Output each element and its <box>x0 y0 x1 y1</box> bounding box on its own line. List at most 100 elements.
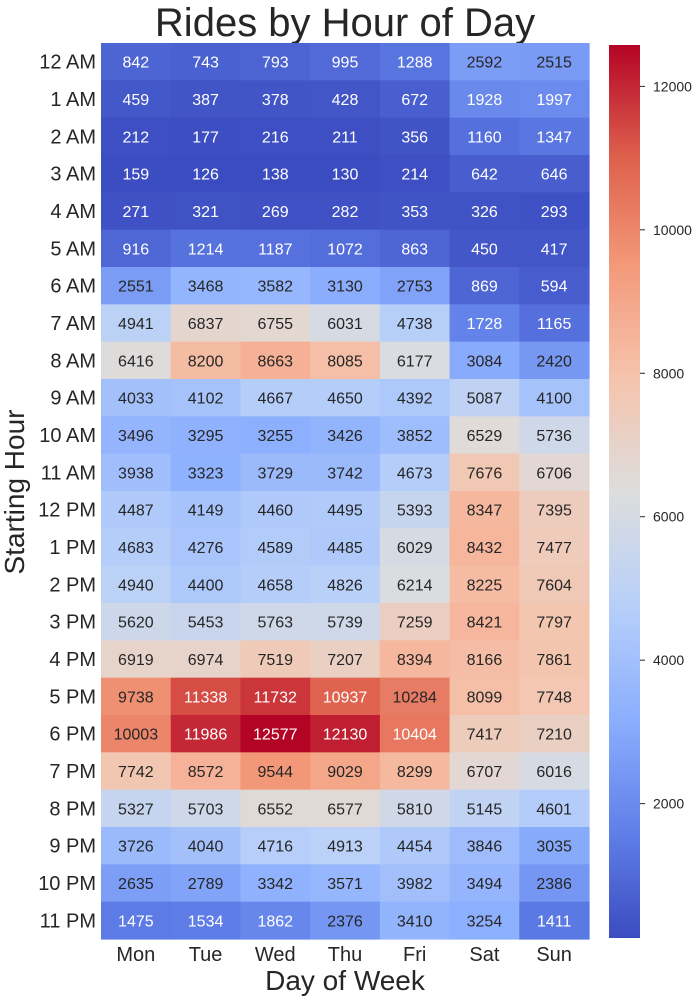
cell-value-label: 2789 <box>188 876 224 893</box>
cell-value-label: 4495 <box>327 503 363 520</box>
cell-value-label: 4738 <box>397 316 433 333</box>
heatmap-cell <box>170 416 242 455</box>
cell-value-label: 211 <box>332 129 358 146</box>
cell-value-label: 417 <box>541 241 568 258</box>
y-tick-label: 9 AM <box>50 388 96 410</box>
heatmap-cell <box>240 827 311 865</box>
heatmap-cell <box>170 491 242 529</box>
heatmap-cell <box>449 901 520 940</box>
heatmap-cell <box>379 715 451 753</box>
heatmap-cell <box>379 267 451 305</box>
heatmap-cell <box>449 43 520 81</box>
heatmap-cell <box>379 901 451 940</box>
cell-value-label: 126 <box>192 167 219 184</box>
cell-value-label: 2753 <box>397 279 433 296</box>
heatmap-cell <box>379 565 451 604</box>
cell-value-label: 3982 <box>397 876 433 893</box>
heatmap-cell <box>379 80 451 119</box>
cell-value-label: 3342 <box>257 876 293 893</box>
cell-value-label: 6974 <box>188 652 224 669</box>
cell-value-label: 8572 <box>188 764 224 781</box>
cell-value-label: 9544 <box>257 764 293 781</box>
heatmap-cell <box>170 155 242 193</box>
cell-value-label: 3742 <box>327 465 363 482</box>
cell-value-label: 3938 <box>118 465 154 482</box>
heatmap-cell <box>519 640 590 679</box>
cell-value-label: 10284 <box>392 689 437 706</box>
heatmap-cell <box>170 80 242 119</box>
cell-value-label: 1347 <box>536 129 572 146</box>
cell-value-label: 138 <box>262 167 289 184</box>
heatmap-cell <box>519 453 590 492</box>
heatmap-cell <box>240 155 311 193</box>
cell-value-label: 995 <box>332 55 359 72</box>
cell-value-label: 1928 <box>467 92 503 109</box>
colorbar-tick-label: 2000 <box>653 796 684 812</box>
heatmap-cell <box>101 43 172 81</box>
colorbar-gradient <box>609 45 640 938</box>
heatmap-cell <box>519 752 590 791</box>
heatmap-cell <box>240 416 311 455</box>
heatmap-cell <box>379 304 451 343</box>
cell-value-label: 4392 <box>397 391 433 408</box>
cell-value-label: 8347 <box>467 503 503 520</box>
y-tick-label: 2 AM <box>50 126 96 148</box>
heatmap-cell <box>240 453 311 492</box>
heatmap-cell <box>310 43 381 81</box>
cell-value-label: 1534 <box>188 913 224 930</box>
cell-value-label: 5087 <box>467 391 503 408</box>
cell-value-label: 10404 <box>392 727 437 744</box>
cell-value-label: 2635 <box>118 876 154 893</box>
cell-value-label: 7604 <box>536 577 572 594</box>
cell-value-label: 5145 <box>467 801 503 818</box>
cell-value-label: 1997 <box>536 92 572 109</box>
heatmap-cell <box>519 341 590 380</box>
y-tick-label: 8 PM <box>49 798 96 820</box>
cell-value-label: 2551 <box>118 279 154 296</box>
cell-value-label: 743 <box>192 55 219 72</box>
cell-value-label: 271 <box>123 204 150 221</box>
heatmap-cell <box>449 491 520 529</box>
cell-value-label: 6707 <box>467 764 503 781</box>
heatmap-cell <box>240 864 311 903</box>
y-tick-label: 5 PM <box>49 686 96 708</box>
x-tick-label: Wed <box>255 944 296 966</box>
cell-value-label: 5739 <box>327 615 363 632</box>
cell-value-label: 6706 <box>536 465 572 482</box>
heatmap-cell <box>170 528 242 567</box>
heatmap-cell <box>310 80 381 119</box>
heatmap-cell <box>310 453 381 492</box>
cell-value-label: 130 <box>332 167 359 184</box>
heatmap-cell <box>449 528 520 567</box>
heatmap-cell <box>449 677 520 716</box>
x-tick-label: Fri <box>403 944 426 966</box>
heatmap-cell <box>379 192 451 231</box>
cell-value-label: 4040 <box>188 839 224 856</box>
heatmap-cell <box>101 864 172 903</box>
x-tick-label: Thu <box>328 944 362 966</box>
heatmap-cell <box>101 789 172 828</box>
colorbar-tick-label: 12000 <box>653 78 692 94</box>
cell-value-label: 2386 <box>536 876 572 893</box>
heatmap-cell <box>310 491 381 529</box>
heatmap-cell <box>170 453 242 492</box>
heatmap-cell <box>379 603 451 641</box>
heatmap-cell <box>519 491 590 529</box>
heatmap-cells <box>101 43 590 940</box>
cell-value-label: 3035 <box>536 839 572 856</box>
heatmap-cell <box>101 901 172 940</box>
heatmap-cell <box>170 192 242 231</box>
heatmap-cell <box>379 864 451 903</box>
y-tick-label: 12 AM <box>39 52 96 74</box>
heatmap-cell <box>240 789 311 828</box>
heatmap-cell <box>519 677 590 716</box>
heatmap-cell <box>519 901 590 940</box>
y-tick-label: 6 PM <box>49 724 96 746</box>
cell-value-label: 7259 <box>397 615 433 632</box>
y-tick-label: 4 AM <box>50 201 96 223</box>
cell-value-label: 869 <box>471 279 498 296</box>
cell-value-label: 326 <box>471 204 498 221</box>
heatmap-cell <box>101 341 172 380</box>
x-tick-label: Sat <box>469 944 499 966</box>
